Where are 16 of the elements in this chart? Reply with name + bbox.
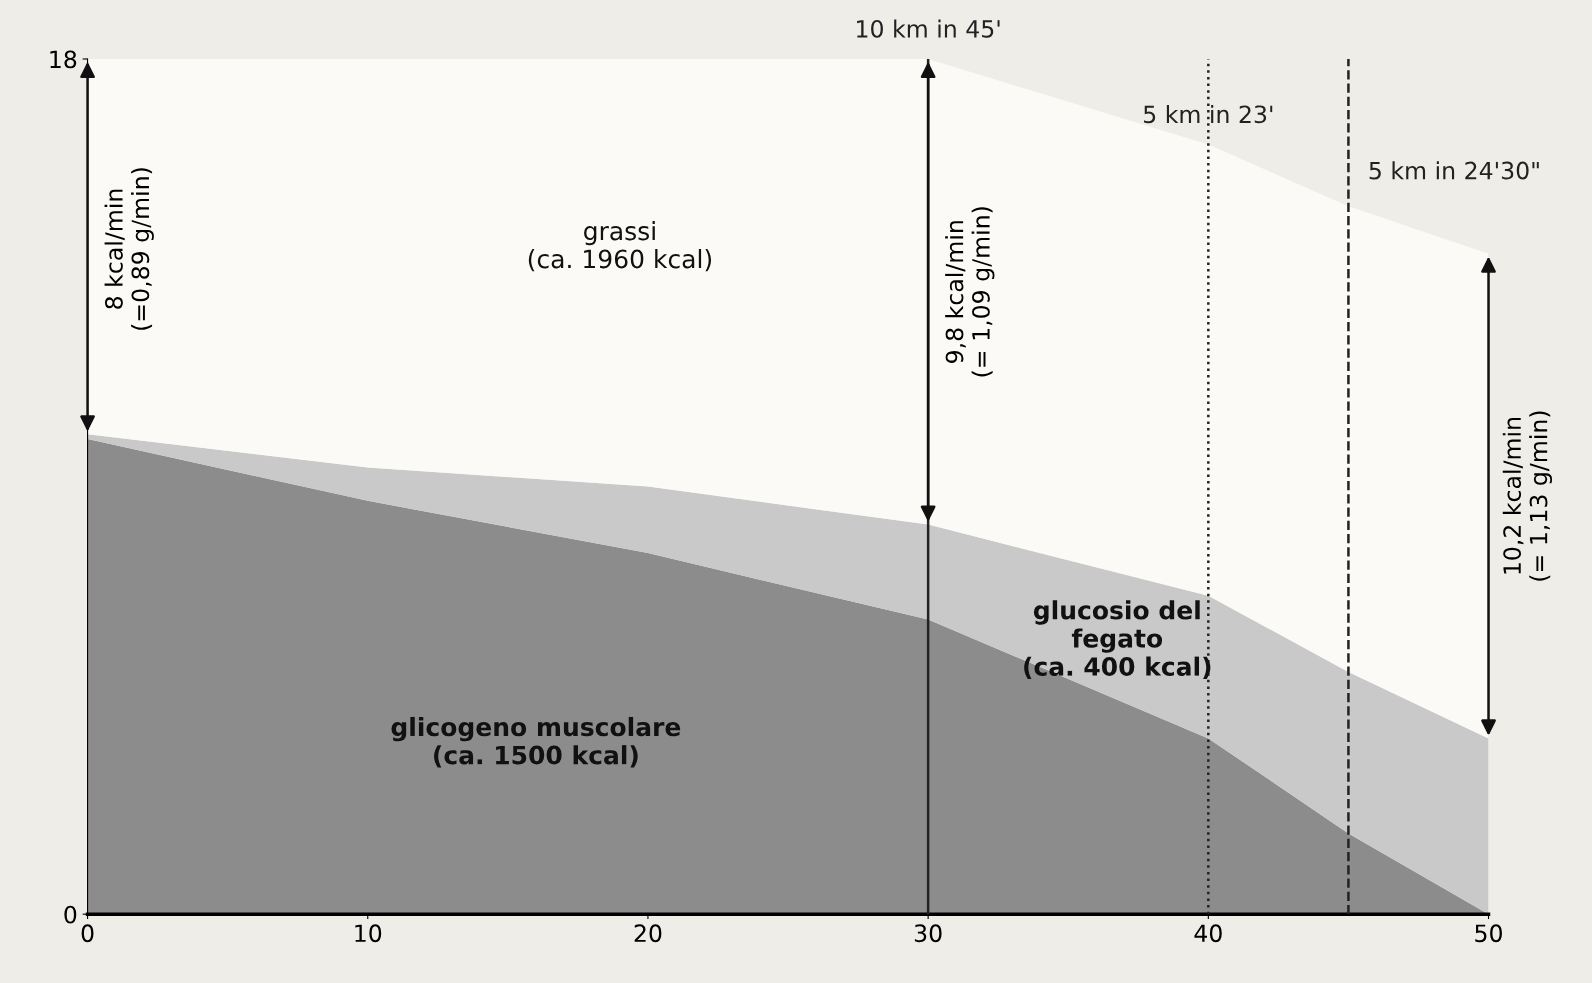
annotation: 8 kcal/min (=0,89 g/min): [104, 168, 154, 330]
annotation: glicogeno muscolare (ca. 1500 kcal): [391, 716, 681, 768]
x-tick-label: 20: [634, 924, 662, 943]
annotation: 10,2 kcal/min (= 1,13 g/min): [1502, 411, 1553, 581]
y-tick-label: 18: [50, 50, 77, 69]
annotation: 5 km in 23': [1144, 104, 1273, 124]
x-tick-label: 40: [1194, 924, 1222, 943]
x-tick-label: 30: [914, 924, 942, 943]
x-tick-label: 50: [1475, 924, 1502, 943]
x-tick-label: 0: [81, 924, 94, 943]
annotation: 9,8 kcal/min (= 1,09 g/min): [945, 207, 995, 377]
annotation: 5 km in 24'30": [1369, 161, 1539, 180]
annotation: 10 km in 45': [857, 19, 1000, 38]
x-tick-label: 10: [355, 924, 382, 943]
annotation: glucosio del fegato (ca. 400 kcal): [1024, 600, 1211, 679]
annotation: grassi (ca. 1960 kcal): [528, 221, 712, 272]
